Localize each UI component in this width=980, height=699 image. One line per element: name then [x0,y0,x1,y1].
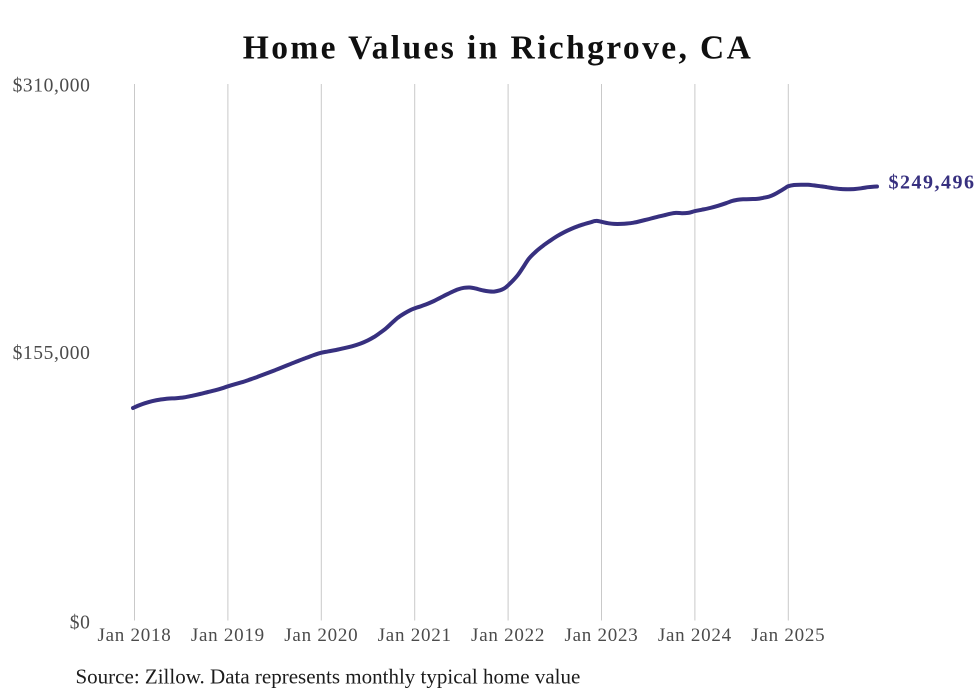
svg-text:Jan 2019: Jan 2019 [191,625,265,646]
svg-text:Jan 2023: Jan 2023 [564,625,638,646]
svg-text:Jan 2021: Jan 2021 [378,625,452,646]
svg-text:$249,496: $249,496 [889,171,976,193]
svg-text:Jan 2020: Jan 2020 [284,625,358,646]
svg-text:Source: Zillow. Data represent: Source: Zillow. Data represents monthly … [76,665,581,689]
svg-text:$0: $0 [70,613,91,634]
svg-text:$310,000: $310,000 [13,75,91,96]
svg-text:Jan 2018: Jan 2018 [97,625,171,646]
svg-text:Jan 2022: Jan 2022 [471,625,545,646]
svg-text:Jan 2024: Jan 2024 [658,625,732,646]
svg-text:Jan 2025: Jan 2025 [751,625,825,646]
svg-text:$155,000: $155,000 [13,343,91,364]
svg-text:Home Values in Richgrove, CA: Home Values in Richgrove, CA [243,30,753,67]
